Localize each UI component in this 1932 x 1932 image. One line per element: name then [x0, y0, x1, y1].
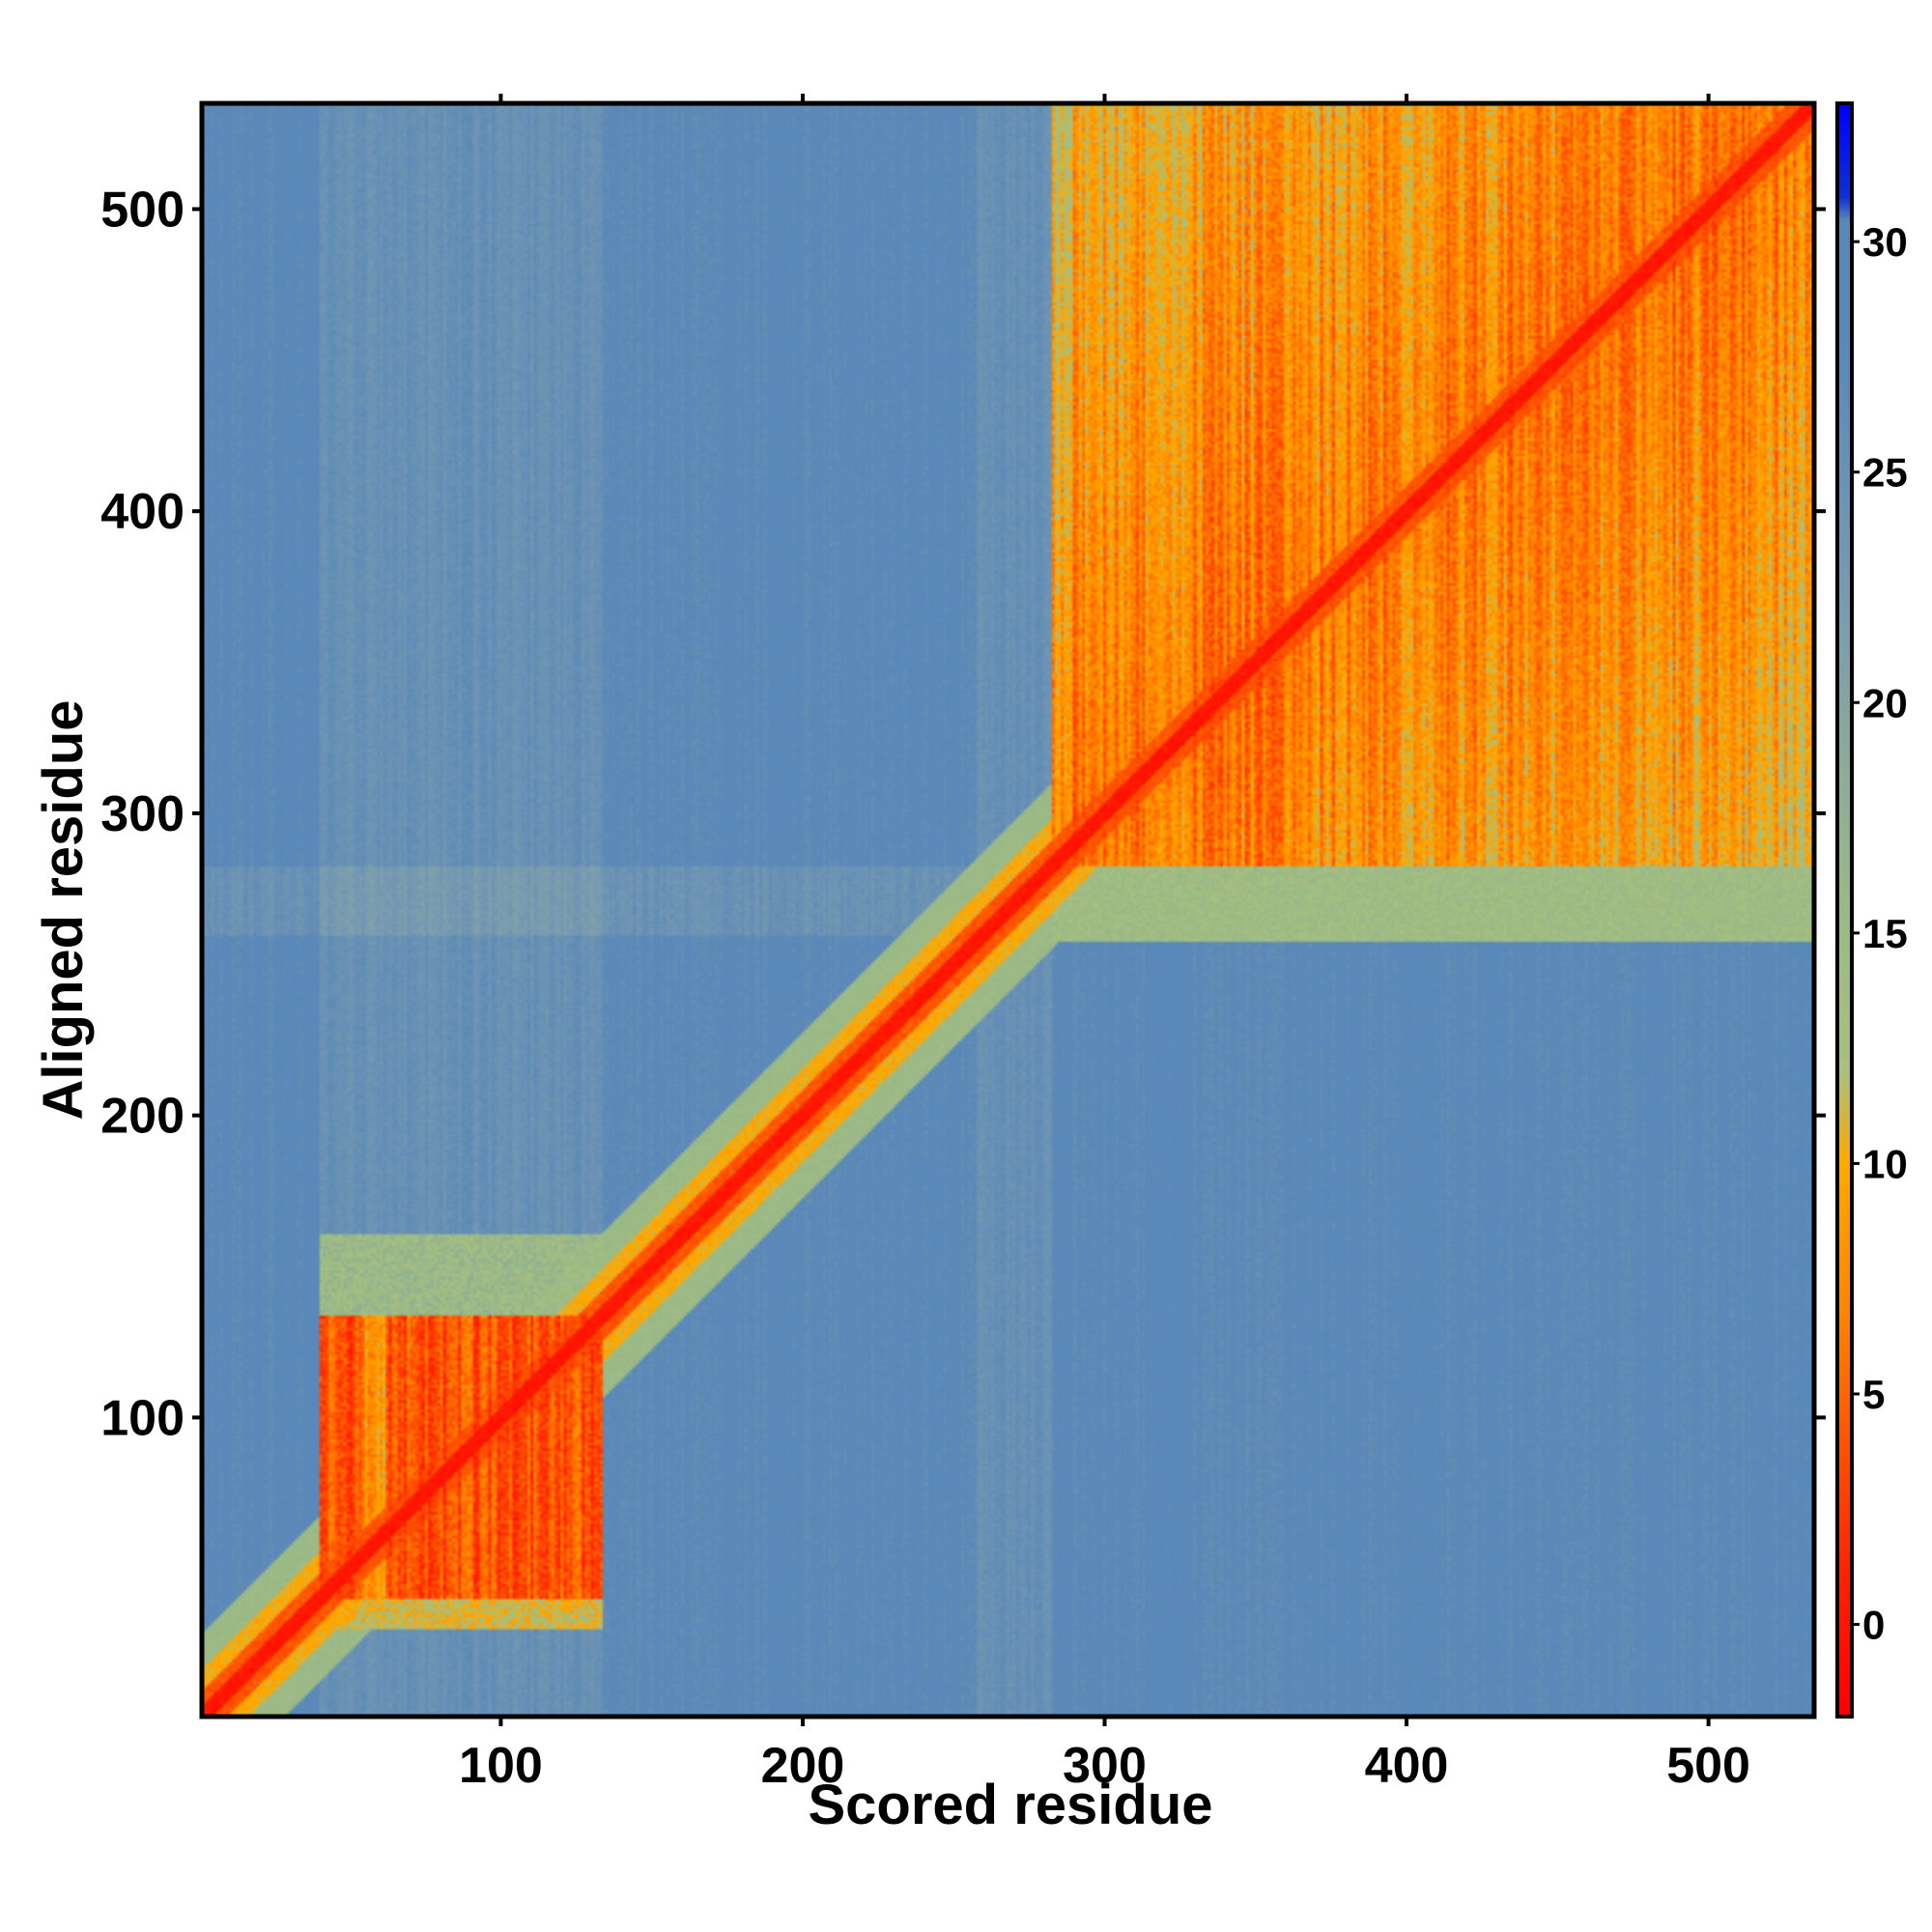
x-axis-ticks: 100 200 300 400 500	[459, 94, 1750, 1794]
colorbar-tick-label: 20	[1862, 680, 1908, 725]
colorbar-tick-label: 0	[1862, 1603, 1885, 1648]
plot-frame	[199, 100, 1817, 1719]
colorbar-tick-label: 15	[1862, 911, 1908, 956]
y-tick-label: 400	[100, 484, 185, 540]
y-tick-label: 200	[100, 1089, 185, 1145]
colorbar-tick-label: 10	[1862, 1141, 1908, 1186]
x-tick-label: 500	[1666, 1738, 1750, 1794]
y-tick-label: 300	[100, 786, 185, 842]
colorbar-tick-label: 30	[1862, 219, 1908, 265]
x-tick-label: 200	[761, 1738, 845, 1794]
x-tick-label: 300	[1063, 1738, 1147, 1794]
colorbar	[1835, 101, 1854, 1719]
y-axis-title: Aligned residue	[32, 699, 95, 1120]
colorbar-frame	[1835, 101, 1854, 1719]
colorbar-tick-label: 25	[1862, 450, 1908, 496]
colorbar-gradient	[1837, 103, 1852, 1717]
x-tick-label: 100	[459, 1738, 543, 1794]
y-tick-label: 100	[100, 1390, 185, 1446]
y-axis-ticks: 100 200 300 400 500	[100, 182, 1826, 1446]
colorbar-tick-label: 5	[1862, 1372, 1885, 1417]
colorbar-ticks: 0 5 10 15 20 25 30	[1852, 219, 1908, 1648]
x-axis-title: Scored residue	[808, 1774, 1212, 1836]
heatmap-image	[202, 103, 1814, 1717]
heatmap	[202, 103, 1814, 1717]
y-tick-label: 500	[100, 182, 185, 238]
x-tick-label: 400	[1365, 1738, 1449, 1794]
